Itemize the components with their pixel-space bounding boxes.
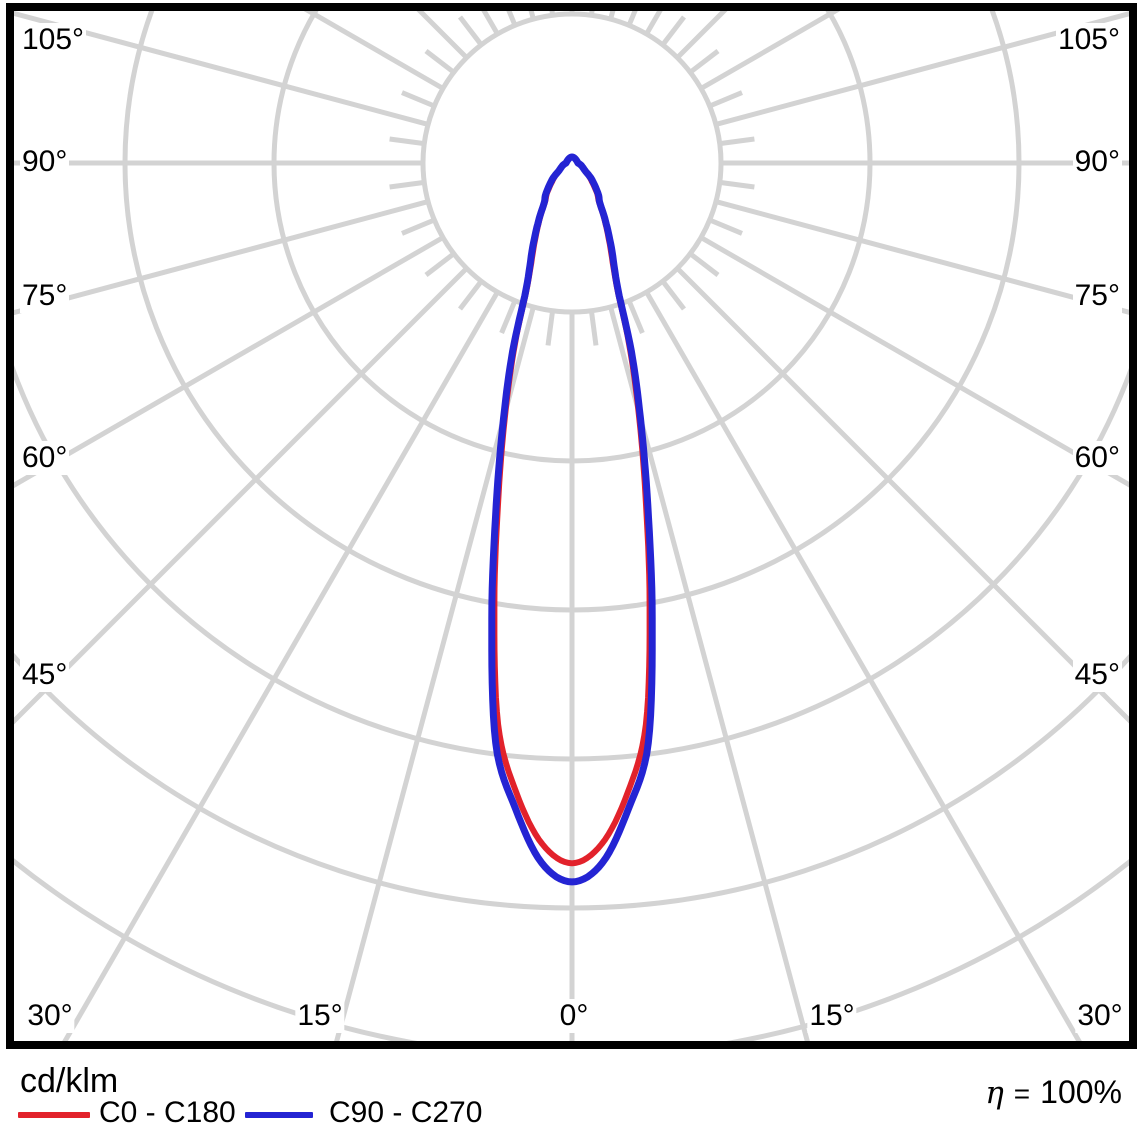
angle-label-right-90: 90°: [1072, 145, 1122, 179]
angle-label-left-60: 60°: [20, 441, 70, 475]
angle-label-left-105: 105°: [20, 23, 87, 57]
eta-equals: =: [1013, 1078, 1031, 1109]
angle-label-bottom-30r: 30°: [1075, 999, 1125, 1033]
angle-label-right-45: 45°: [1072, 658, 1122, 692]
legend-swatch-c0-c180: [18, 1112, 90, 1118]
angle-label-right-75: 75°: [1072, 279, 1122, 313]
angle-label-bottom-15l: 15°: [295, 999, 345, 1033]
angle-label-left-75: 75°: [20, 279, 70, 313]
angle-label-bottom-15r: 15°: [807, 999, 857, 1033]
angle-label-left-45: 45°: [20, 658, 70, 692]
legend-swatch-c90-c270: [245, 1112, 313, 1118]
angle-label-bottom-30l: 30°: [25, 999, 75, 1033]
eta-value: 100%: [1040, 1074, 1122, 1110]
angle-label-bottom-0: 0°: [557, 999, 591, 1033]
legend-label-c0-c180: C0 - C180: [99, 1096, 236, 1129]
eta-symbol: η: [985, 1075, 1004, 1111]
angle-label-left-90: 90°: [20, 145, 70, 179]
efficiency-readout: η = 100%: [985, 1074, 1122, 1112]
unit-label: cd/klm: [20, 1062, 119, 1100]
legend-label-c90-c270: C90 - C270: [329, 1096, 483, 1129]
angle-label-right-60: 60°: [1072, 441, 1122, 475]
angle-label-right-105: 105°: [1055, 23, 1122, 57]
